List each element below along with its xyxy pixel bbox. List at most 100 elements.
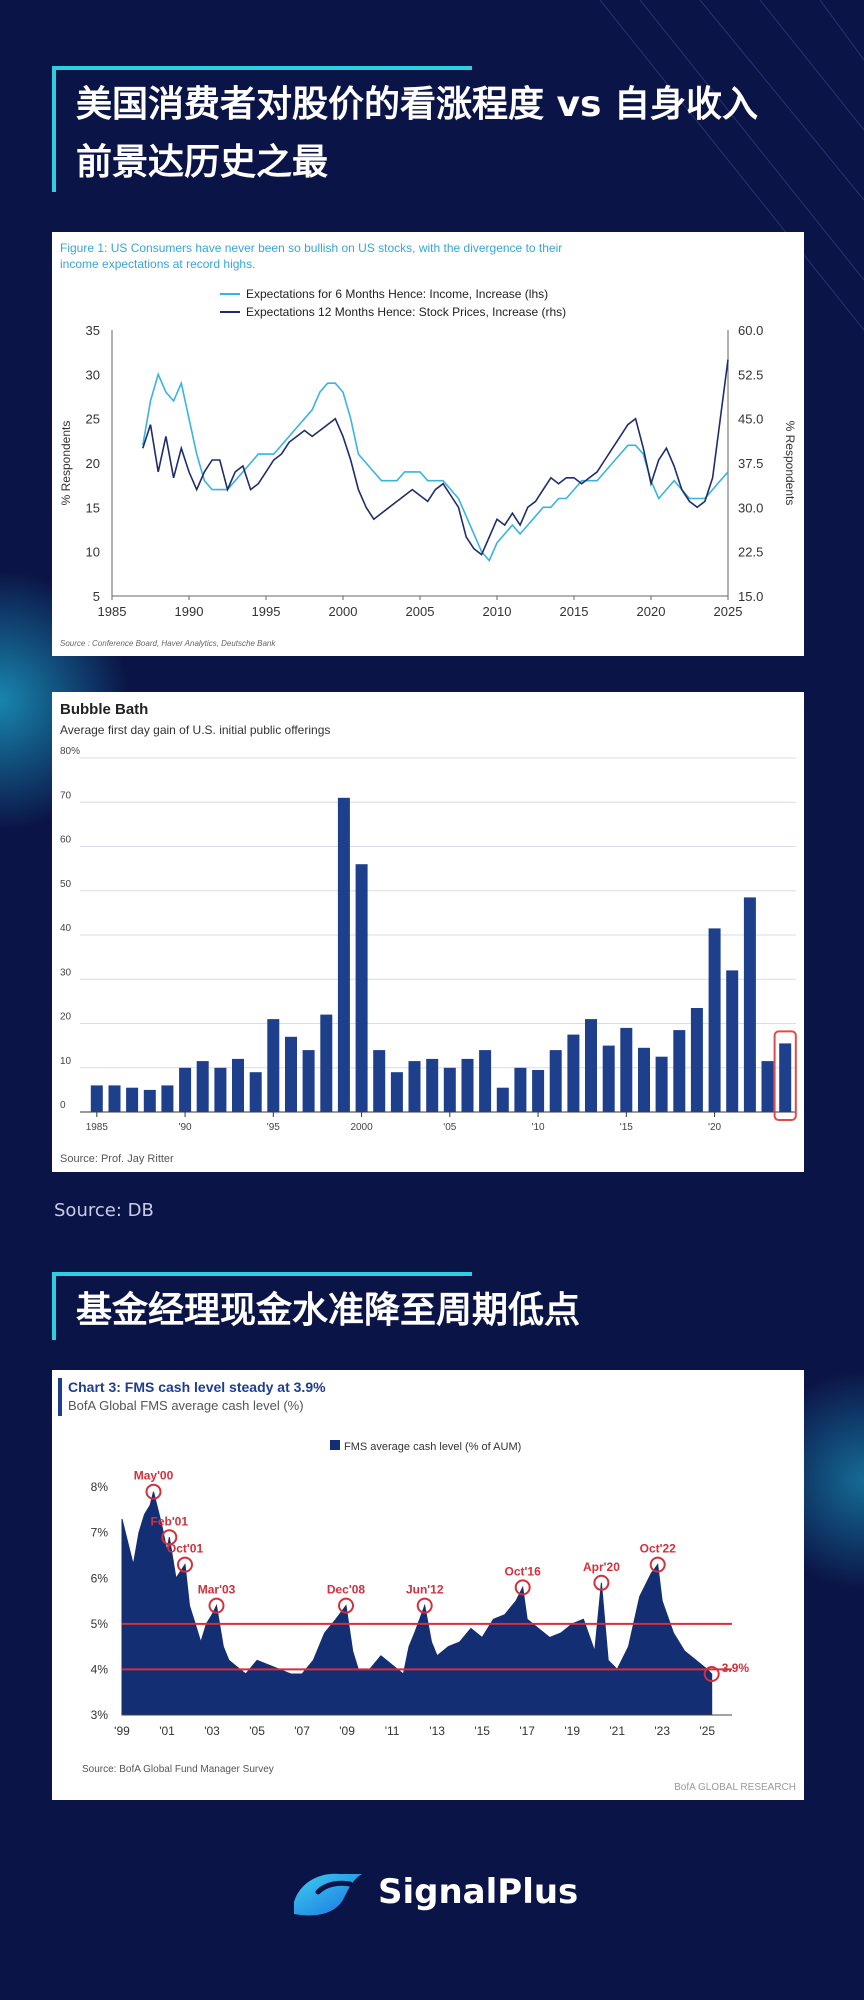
chart3-annotation-label: May'00	[134, 1469, 174, 1483]
chart2-bar	[602, 1045, 615, 1112]
chart3-annotation-label: Mar'03	[198, 1583, 236, 1597]
chart2-bar	[496, 1087, 509, 1112]
chart2-bar	[108, 1085, 121, 1112]
chart1-y2-tick-label: 22.5	[738, 545, 763, 560]
chart2-bar	[90, 1085, 103, 1112]
chart3-y-tick-label: 6%	[91, 1571, 109, 1585]
chart1-y2-tick-label: 37.5	[738, 456, 763, 471]
chart1-series-line	[142, 359, 729, 556]
chart2-x-tick-label: 1985	[86, 1122, 109, 1133]
chart2-bar	[267, 1019, 280, 1112]
chart2-y-tick-label: 30	[60, 967, 72, 978]
chart1-x-tick-label: 1985	[98, 604, 127, 619]
chart2-x-tick-label: '05	[443, 1122, 456, 1133]
chart2-source: Source: Prof. Jay Ritter	[60, 1153, 174, 1165]
chart1-series-line	[142, 371, 729, 562]
fms-cash-level-svg: Chart 3: FMS cash level steady at 3.9% Bo…	[52, 1370, 804, 1800]
chart2-bar	[532, 1070, 545, 1112]
chart2-y-tick-label: 20	[60, 1012, 72, 1023]
chart3-annotation-marker	[177, 1556, 193, 1573]
chart2-bar	[161, 1085, 174, 1112]
fms-cash-level-chart: Chart 3: FMS cash level steady at 3.9% Bo…	[52, 1370, 804, 1800]
consumer-expectations-svg: Figure 1: US Consumers have never been s…	[52, 232, 804, 656]
chart1-title-line: income expectations at record highs.	[60, 257, 255, 271]
chart3-y-tick-label: 5%	[91, 1617, 109, 1631]
chart3-annotation-marker	[161, 1529, 178, 1546]
chart3-annotation-label: Oct'01	[167, 1542, 204, 1556]
chart1-x-tick-label: 2015	[560, 604, 589, 619]
chart2-x-tick-label: '20	[708, 1122, 721, 1133]
chart1-x-tick-label: 2025	[714, 604, 743, 619]
chart3-x-tick-label: '01	[159, 1724, 175, 1738]
chart2-bar	[585, 1019, 597, 1112]
chart1-title-line: Figure 1: US Consumers have never been s…	[60, 241, 562, 255]
chart2-title: Bubble Bath	[60, 701, 148, 718]
chart2-x-tick-label: '10	[532, 1122, 545, 1133]
chart1-y-axis-label: % Respondents	[59, 421, 73, 506]
chart2-bar	[726, 970, 739, 1112]
chart2-bar	[426, 1058, 439, 1112]
chart1-x-tick-label: 1995	[252, 604, 281, 619]
chart3-x-tick-label: '15	[474, 1724, 490, 1738]
chart1-y-tick-label: 5	[93, 589, 100, 604]
chart2-y-tick-label: 0	[60, 1100, 66, 1111]
brand-logo: SignalPlus	[290, 1858, 590, 1928]
chart2-bar	[690, 1008, 703, 1112]
chart3-annotation-marker	[416, 1597, 433, 1614]
chart3-annotation-marker	[703, 1666, 720, 1682]
chart3-x-tick-label: '05	[249, 1724, 265, 1738]
chart1-y2-tick-label: 15.0	[738, 589, 763, 604]
chart2-bar	[126, 1087, 139, 1112]
chart2-bar	[232, 1058, 244, 1112]
ipo-first-day-gain-chart: Bubble Bath Average first day gain of U.S…	[52, 692, 804, 1172]
chart2-bar	[285, 1036, 297, 1112]
chart3-source: Source: BofA Global Fund Manager Survey	[82, 1764, 274, 1775]
title-accent-bar-2	[52, 1272, 472, 1276]
chart3-title-accent	[58, 1378, 62, 1416]
chart2-bar	[708, 928, 721, 1112]
chart3-x-tick-label: '07	[294, 1724, 310, 1738]
chart3-annotation-label: 3.9%	[722, 1661, 750, 1675]
chart2-bar	[567, 1034, 580, 1112]
chart3-x-tick-label: '11	[385, 1724, 400, 1738]
chart2-y-tick-label: 10	[60, 1056, 72, 1067]
chart2-x-tick-label: '90	[179, 1122, 192, 1133]
chart1-legend-label: Expectations for 6 Months Hence: Income,…	[246, 287, 548, 301]
chart2-y-tick-label: 80%	[60, 746, 80, 757]
chart2-x-tick-label: '95	[267, 1122, 280, 1133]
chart2-y-tick-label: 70	[60, 790, 72, 801]
chart2-bar	[302, 1050, 315, 1112]
chart3-x-tick-label: '21	[609, 1724, 625, 1738]
chart2-bar	[514, 1067, 527, 1113]
chart2-x-tick-label: '15	[620, 1122, 633, 1133]
chart3-annotation-marker	[338, 1597, 354, 1614]
chart1-y-tick-label: 10	[86, 545, 100, 560]
consumer-expectations-chart: Figure 1: US Consumers have never been s…	[52, 232, 804, 656]
chart2-bar	[143, 1089, 156, 1112]
chart3-annotation-marker	[649, 1556, 666, 1573]
chart2-bar	[196, 1061, 209, 1112]
chart1-y2-tick-label: 60.0	[738, 323, 763, 338]
chart3-x-tick-label: '09	[339, 1724, 355, 1738]
title-accent-bar	[52, 66, 472, 70]
chart2-y-tick-label: 60	[60, 835, 72, 846]
chart1-y2-tick-label: 30.0	[738, 500, 763, 515]
chart2-bar	[743, 897, 756, 1112]
chart3-annotation-marker	[593, 1574, 610, 1591]
chart3-annotation-label: Feb'01	[150, 1514, 188, 1528]
chart2-bar	[655, 1056, 668, 1112]
section-title-2-text: 基金经理现金水准降至周期低点	[76, 1290, 581, 1331]
chart1-title: Figure 1: US Consumers have never been s…	[60, 241, 562, 271]
chart1-y2-tick-label: 45.0	[738, 412, 763, 427]
chart3-annotation-marker	[208, 1597, 225, 1614]
chart3-x-tick-label: '23	[654, 1724, 670, 1738]
chart3-footer: BofA GLOBAL RESEARCH	[674, 1782, 796, 1793]
chart2-bar	[761, 1061, 774, 1112]
chart3-x-tick-label: '99	[114, 1724, 130, 1738]
chart2-bar	[549, 1050, 562, 1112]
chart3-annotation-marker	[145, 1483, 162, 1500]
chart2-x-tick-label: 2000	[350, 1122, 373, 1133]
chart3-annotation-label: Oct'22	[640, 1542, 677, 1556]
chart3-annotation-label: Jun'12	[406, 1583, 444, 1597]
chart2-bar	[179, 1067, 192, 1113]
